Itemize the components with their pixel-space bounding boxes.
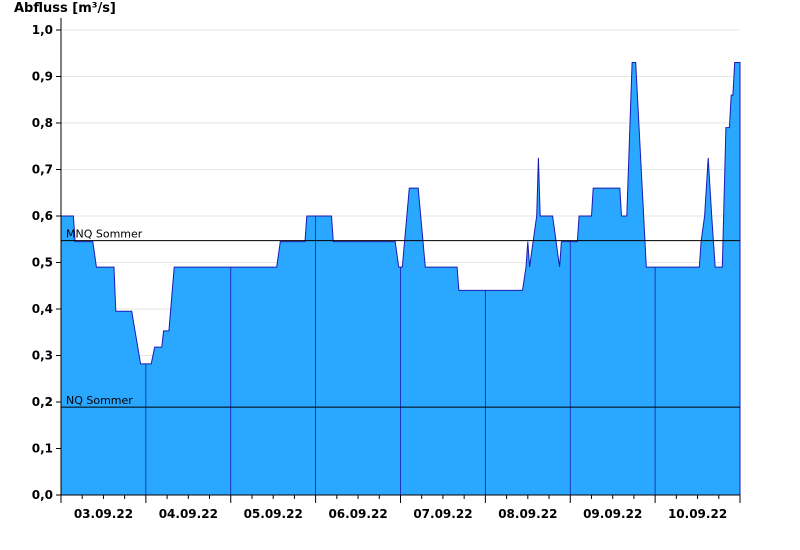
x-tick-label: 08.09.22 xyxy=(498,507,557,521)
y-tick-label: 0,9 xyxy=(32,70,53,84)
x-tick-label: 03.09.22 xyxy=(74,507,133,521)
x-tick-label: 09.09.22 xyxy=(583,507,642,521)
x-axis-ticks: 03.09.22 04.09.22 05.09.22 06.09.22 07.09.22… xyxy=(60,495,741,521)
x-tick-label: 10.09.22 xyxy=(668,507,727,521)
x-tick-label: 06.09.22 xyxy=(328,507,387,521)
x-tick-label: 04.09.22 xyxy=(159,507,218,521)
y-tick-label: 0,2 xyxy=(32,395,53,409)
vertical-day-gridlines xyxy=(145,216,656,495)
x-tick-label: 05.09.22 xyxy=(244,507,303,521)
y-tick-label: 0,6 xyxy=(32,209,53,223)
y-axis-label: Abfluss [m³/s] xyxy=(14,1,116,16)
reference-line-label: NQ Sommer xyxy=(66,394,133,407)
y-tick-label: 0,1 xyxy=(32,442,53,456)
reference-line-label: MNQ Sommer xyxy=(66,228,143,241)
y-tick-label: 0,3 xyxy=(32,349,53,363)
y-tick-label: 0,0 xyxy=(32,488,53,502)
y-tick-label: 1,0 xyxy=(32,23,53,37)
y-tick-label: 0,8 xyxy=(32,116,53,130)
y-tick-label: 0,7 xyxy=(32,163,53,177)
x-tick-label: 07.09.22 xyxy=(413,507,472,521)
y-tick-label: 0,4 xyxy=(32,302,53,316)
reference-lines: MNQ Sommer NQ Sommer xyxy=(61,228,740,408)
y-tick-label: 0,5 xyxy=(32,256,53,270)
y-axis-ticks: 0,0 0,1 0,2 0,3 0,4 0,5 0,6 0,7 0,8 0,9 1,0 xyxy=(32,23,61,502)
